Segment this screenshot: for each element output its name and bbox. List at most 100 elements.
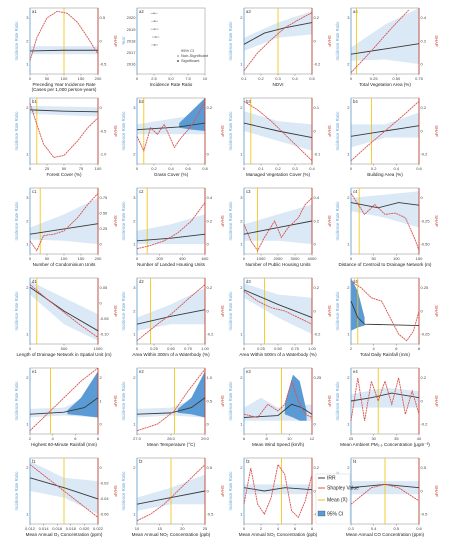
y-left-tick-label: 2 — [26, 375, 29, 380]
y-left-tick-label: 2 — [133, 218, 136, 223]
x-axis-label: Managed Vegetation Cover (%) — [246, 172, 311, 177]
x-tick-label: 2.5 — [151, 76, 157, 81]
x-axis-label: Forest Cover (%) — [47, 172, 82, 177]
x-tick-label: 0.1 — [241, 76, 247, 81]
y-right-axis-label: SHAP — [327, 215, 332, 227]
x-tick-label: 8 — [266, 436, 269, 441]
y-right-axis-label: SHAP — [434, 35, 439, 47]
y-right-tick-label: 0.75 — [100, 195, 109, 200]
y-right-tick-label: 0 — [421, 128, 424, 133]
panel-label: b2 — [139, 99, 144, 104]
x-axis-label: Mean Wind Speed (km/h) — [252, 442, 305, 447]
y-right-axis-label: SHAP — [327, 35, 332, 47]
y-left-tick-label: 2 — [26, 285, 29, 290]
y-left-tick-label: 1 — [26, 241, 29, 246]
x-tick-label: 0.3 — [292, 166, 298, 171]
y-right-tick-label: 0.2 — [314, 15, 320, 20]
panel-label: e4 — [353, 369, 358, 374]
y-right-tick-label: 0.1 — [314, 105, 320, 110]
panel-e4: e4 25 30 35 40 1 2 -0.2 0 0.2 Mean Ambient PM₂.₅ C… — [335, 367, 439, 447]
a2-legend-nonsig: Non-Significant — [181, 53, 209, 58]
panel-a1: a1 0 50 100 150 200 1 2 3 -0.5 0 0.5 Preceding Year … — [14, 7, 118, 92]
y-left-tick-label: 1 — [347, 331, 350, 336]
y-left-axis-label: Incidence Rate Ratio — [14, 111, 19, 151]
y-right-tick-label: -0.06 — [100, 511, 110, 516]
y-left-tick-label: 1 — [347, 421, 350, 426]
y-right-axis-label: SHAP — [113, 35, 118, 47]
ci-band-light — [244, 283, 312, 335]
y-right-tick-label: 0 — [207, 308, 210, 313]
panel-c1: c1 0 50 100 150 200 1 2 3 0 0.25 0.50 0.75 Number of … — [14, 187, 118, 267]
year-series-marker — [154, 36, 157, 38]
x-tick-label: 0 — [243, 346, 246, 351]
legend-irr-label: IRR — [327, 476, 336, 482]
x-tick-label: 0.012 — [25, 526, 36, 531]
irr-line — [243, 289, 313, 319]
x-tick-label: 0 — [29, 346, 32, 351]
y-right-tick-label: 1 — [100, 398, 103, 403]
y-right-tick-label: 0.2 — [314, 285, 320, 290]
x-tick-label: 0 — [29, 166, 32, 171]
x-tick-label: 50 — [45, 76, 50, 81]
y-right-tick-label: 0.2 — [207, 285, 213, 290]
y-left-tick-label: 1 — [26, 511, 29, 516]
panel-label: e1 — [32, 369, 37, 374]
y-left-tick-label: 2 — [133, 465, 136, 470]
panel-label: b3 — [246, 99, 251, 104]
y-left-tick-label: 3 — [133, 195, 136, 200]
y-left-axis-label: Incidence Rate Ratio — [228, 201, 233, 241]
x-axis-label: NDVI — [273, 82, 284, 87]
ci-band-light — [30, 197, 98, 245]
x-axis-label: Number of Condominium Units — [33, 262, 97, 267]
x-tick-label: 100 — [61, 76, 68, 81]
x-tick-label: 4 — [277, 526, 280, 531]
x-axis-label: (Cases per 1,000 person-years) — [32, 87, 97, 92]
y-right-tick-label: 0.5 — [421, 465, 427, 470]
x-axis-label: Incidence Rate Ratio — [150, 82, 193, 87]
irr-line — [29, 397, 99, 415]
y-left-tick-label: 1 — [133, 511, 136, 516]
y-right-tick-label: -0.2 — [314, 61, 322, 66]
x-tick-label: 2000 — [274, 256, 284, 261]
panel-label: d2 — [139, 279, 144, 284]
x-tick-label: 0.022 — [93, 526, 104, 531]
x-tick-label: 0.6 — [416, 526, 422, 531]
y-left-tick-label: 3 — [26, 195, 29, 200]
panel-label: c4 — [353, 189, 358, 194]
year-series-marker — [153, 20, 156, 23]
y-left-tick-label: 2 — [347, 375, 350, 380]
x-tick-label: 0 — [243, 526, 246, 531]
y-left-axis-label: Incidence Rate Ratio — [228, 471, 233, 511]
x-tick-label: 0 — [136, 76, 139, 81]
y-right-tick-label: 0.2 — [421, 105, 427, 110]
shap-line — [136, 464, 206, 522]
a2-legend-nonsig-marker — [177, 55, 179, 57]
ci-band-significant — [284, 374, 307, 421]
ci-band-significant — [177, 371, 205, 418]
ci-band-light — [351, 191, 419, 228]
x-tick-label: 200 — [156, 256, 163, 261]
x-tick-label: 0.25 — [370, 76, 379, 81]
y-right-tick-label: 0 — [100, 465, 103, 470]
shap-line — [243, 12, 313, 71]
y-left-tick-label: 2020 — [127, 15, 137, 20]
x-tick-label: 0.020 — [79, 526, 90, 531]
x-tick-label: 0 — [29, 256, 32, 261]
x-axis-label: Area Within 300m of a Waterbody (%) — [132, 352, 210, 357]
x-tick-label: 0.2 — [258, 76, 264, 81]
y-left-axis-label: Incidence Rate Ratio — [14, 381, 19, 421]
panel-label: c3 — [246, 189, 251, 194]
x-tick-label: 10 — [135, 526, 140, 531]
y-right-tick-label: 0 — [421, 61, 424, 66]
shap-line — [243, 463, 313, 519]
x-tick-label: 2 — [260, 526, 263, 531]
x-tick-label: 7.5 — [185, 76, 191, 81]
panel-label: c2 — [139, 189, 144, 194]
y-left-tick-label: 2 — [240, 465, 243, 470]
y-right-tick-label: 1.0 — [207, 375, 213, 380]
shap-line — [350, 100, 420, 162]
x-tick-label: 0 — [243, 166, 246, 171]
y-left-tick-label: 2 — [240, 15, 243, 20]
